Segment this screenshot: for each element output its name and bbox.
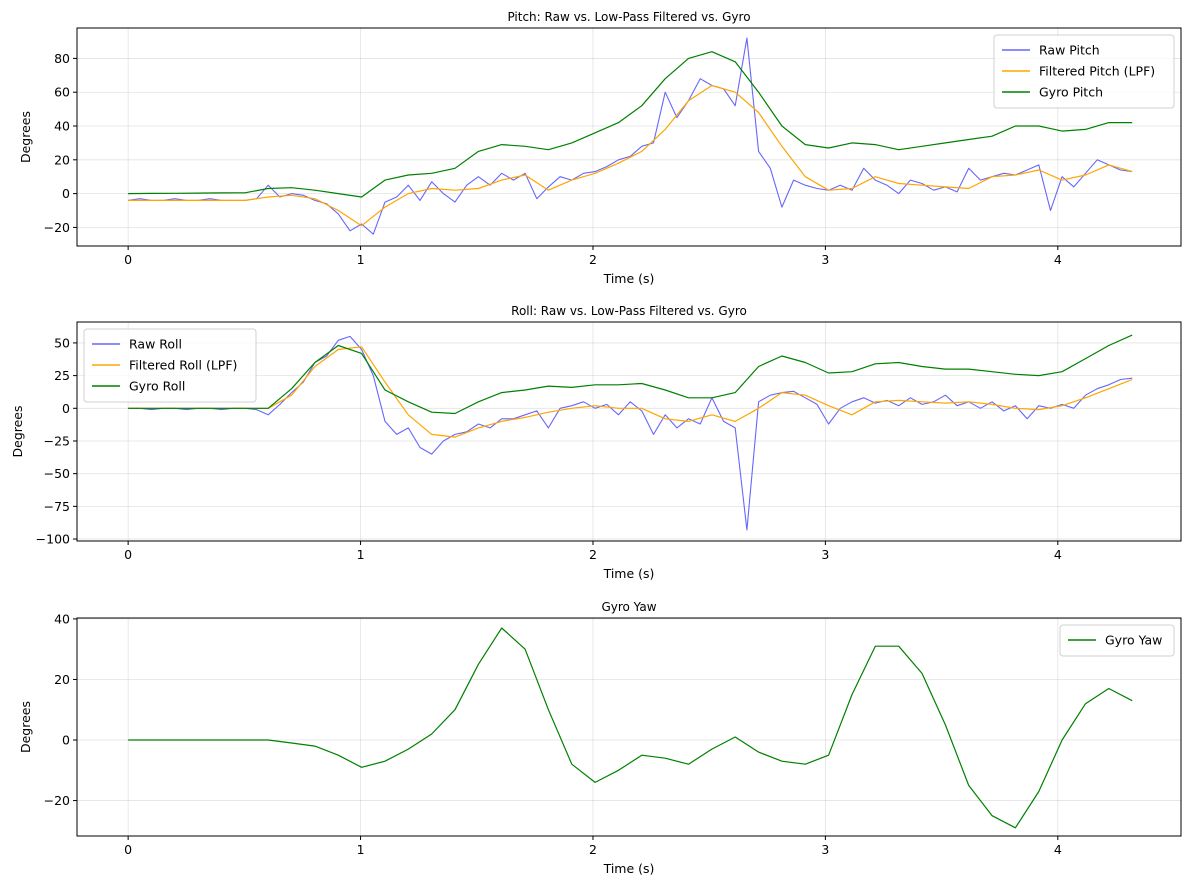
legend-box: [993, 34, 1175, 109]
y-axis-label: Degrees: [18, 111, 33, 163]
series-line-gyro-roll: [128, 334, 1133, 415]
legend-label: Gyro Roll: [129, 379, 185, 394]
subplot-2: 0 1 2 3 4 −100 −75 −50 −25 0 25 50 Roll: Raw vs. Low…: [10, 304, 1182, 581]
axes-frame: [76, 617, 1182, 837]
x-tick-label: 1: [357, 252, 365, 267]
chart-title: Roll: Raw vs. Low-Pass Filtered vs. Gyro: [511, 304, 747, 318]
x-tick-label: 3: [821, 252, 829, 267]
series-line-filtered-roll-lpf: [128, 346, 1133, 438]
series-line-raw-pitch: [128, 37, 1133, 235]
legend: Raw Roll Filtered Roll (LPF) Gyro Roll: [83, 328, 257, 403]
axes-frame: [76, 27, 1182, 247]
legend-label: Gyro Pitch: [1039, 85, 1103, 100]
y-tick-label: −50: [44, 466, 70, 481]
subplot-3: 0 1 2 3 4 −20 0 20 40 Gyro Yaw Time (s) Degrees Gyro…: [18, 600, 1182, 876]
legend: Gyro Yaw: [1059, 624, 1175, 657]
series-line-gyro-yaw: [128, 627, 1133, 829]
series-line-filtered-pitch-lpf: [128, 84, 1133, 227]
x-tick-label: 1: [357, 842, 365, 857]
y-tick-label: 80: [54, 51, 70, 66]
subplot-1: 0 1 2 3 4 −20 0 20 40 60 80 Pitch: Raw vs. Low-Pass…: [18, 10, 1182, 286]
x-tick-label: 2: [589, 547, 597, 562]
plot-area: [77, 322, 1181, 541]
y-tick-label: 40: [54, 119, 70, 134]
y-tick-label: −100: [36, 532, 70, 547]
y-tick-label: 0: [62, 186, 70, 201]
y-tick-label: 40: [54, 611, 70, 626]
legend-box: [83, 328, 257, 403]
y-tick-label: −20: [44, 220, 70, 235]
plot-area: [77, 618, 1181, 836]
x-tick-label: 0: [124, 252, 132, 267]
y-tick-label: 0: [62, 401, 70, 416]
legend-label: Filtered Roll (LPF): [129, 358, 237, 373]
legend-label: Gyro Yaw: [1105, 633, 1162, 648]
y-axis-label: Degrees: [18, 701, 33, 753]
y-tick-label: −20: [44, 793, 70, 808]
y-axis-label: Degrees: [10, 405, 25, 457]
y-tick-label: 20: [54, 672, 70, 687]
legend-label: Filtered Pitch (LPF): [1039, 64, 1155, 79]
legend-box: [1059, 624, 1175, 657]
legend: Raw Pitch Filtered Pitch (LPF) Gyro Pitch: [993, 34, 1175, 109]
x-axis-label: Time (s): [603, 861, 655, 876]
y-tick-label: 20: [54, 152, 70, 167]
axes-frame: [76, 321, 1182, 542]
x-tick-label: 4: [1054, 547, 1062, 562]
x-tick-label: 2: [589, 252, 597, 267]
x-tick-label: 3: [821, 842, 829, 857]
legend-label: Raw Roll: [129, 337, 182, 352]
series-line-raw-roll: [128, 335, 1133, 531]
legend-label: Raw Pitch: [1039, 43, 1100, 58]
y-tick-label: 25: [54, 368, 70, 383]
chart-title: Pitch: Raw vs. Low-Pass Filtered vs. Gyr…: [507, 10, 750, 24]
y-tick-label: 0: [62, 733, 70, 748]
x-tick-label: 4: [1054, 252, 1062, 267]
x-tick-label: 3: [821, 547, 829, 562]
x-tick-label: 0: [124, 842, 132, 857]
series-line-gyro-pitch: [128, 51, 1133, 198]
y-tick-label: −25: [44, 433, 70, 448]
x-axis-label: Time (s): [603, 271, 655, 286]
x-tick-label: 4: [1054, 842, 1062, 857]
y-tick-label: −75: [44, 499, 70, 514]
chart-title: Gyro Yaw: [601, 600, 656, 614]
y-tick-label: 60: [54, 85, 70, 100]
x-tick-label: 0: [124, 547, 132, 562]
x-tick-label: 1: [357, 547, 365, 562]
x-tick-label: 2: [589, 842, 597, 857]
x-axis-label: Time (s): [603, 566, 655, 581]
y-tick-label: 50: [54, 335, 70, 350]
